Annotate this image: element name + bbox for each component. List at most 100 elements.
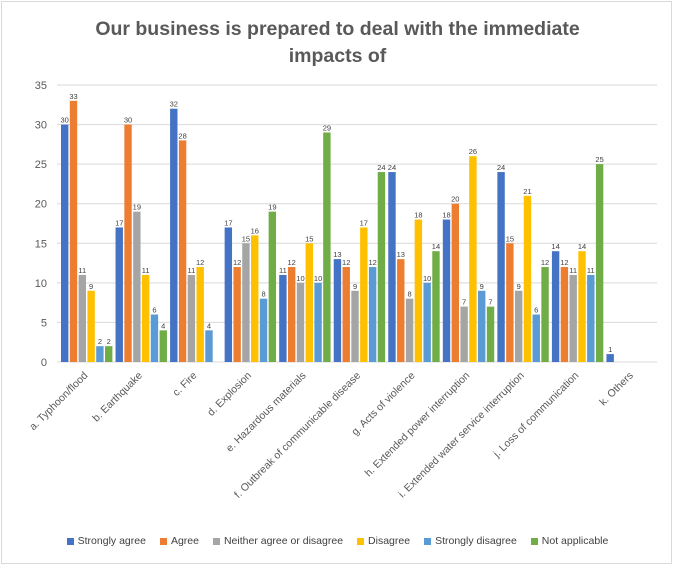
- data-label: 15: [242, 234, 250, 243]
- bar: [159, 330, 167, 362]
- bar: [414, 219, 423, 362]
- y-tick-label: 30: [35, 120, 47, 132]
- title-line-1: Our business is prepared to deal with th…: [95, 18, 580, 40]
- data-label: 13: [397, 250, 405, 259]
- data-label: 25: [595, 155, 603, 164]
- bar: [569, 274, 577, 362]
- x-tick-label: f. Outbreak of communicable disease: [232, 370, 363, 501]
- data-label: 30: [61, 116, 69, 125]
- bar: [388, 172, 396, 362]
- bar: [323, 132, 331, 362]
- data-label: 13: [333, 250, 341, 259]
- bar: [606, 354, 614, 362]
- data-label: 12: [541, 258, 549, 267]
- chart-title: Our business is prepared to deal with th…: [0, 16, 675, 70]
- bar: [251, 235, 259, 362]
- data-label: 21: [523, 187, 531, 196]
- bar: [360, 227, 368, 362]
- data-label: 17: [360, 218, 368, 227]
- bar: [460, 306, 468, 362]
- data-label: 12: [233, 258, 241, 267]
- legend-item: Strongly agree: [66, 535, 146, 547]
- legend-swatch: [424, 537, 432, 545]
- bar: [296, 282, 305, 362]
- bar: [377, 172, 386, 362]
- legend-swatch: [212, 537, 220, 545]
- legend-item: Not applicable: [530, 535, 608, 547]
- bar: [224, 227, 233, 362]
- bar: [551, 251, 560, 362]
- bar: [268, 211, 277, 362]
- bar: [187, 274, 196, 362]
- bar: [351, 290, 359, 362]
- y-tick-label: 25: [35, 159, 47, 171]
- bar: [486, 306, 495, 362]
- bar: [405, 298, 414, 362]
- data-label: 12: [560, 258, 568, 267]
- data-label: 28: [178, 131, 186, 140]
- data-label: 30: [124, 116, 132, 125]
- x-tick-label: c. Fire: [170, 370, 199, 399]
- data-label: 32: [170, 100, 178, 109]
- x-tick-label: h. Extended power interruption: [363, 370, 473, 480]
- legend-swatch: [159, 537, 167, 545]
- bar: [541, 267, 549, 362]
- bar: [469, 156, 477, 362]
- data-label: 19: [133, 203, 141, 212]
- bar: [61, 124, 69, 362]
- legend-item: Strongly disagree: [424, 535, 517, 547]
- bar: [314, 282, 322, 362]
- data-label: 10: [314, 274, 322, 283]
- bar: [87, 290, 95, 362]
- data-label: 12: [288, 258, 296, 267]
- data-label: 14: [551, 242, 559, 251]
- x-tick-label: a. Typhoon/flood: [27, 370, 90, 433]
- bar: [478, 290, 486, 362]
- bar: [532, 314, 540, 362]
- data-label: 16: [251, 226, 259, 235]
- x-tick-label: b. Earthquake: [90, 370, 145, 425]
- data-label: 10: [296, 274, 304, 283]
- data-label: 15: [506, 234, 514, 243]
- bar: [178, 140, 187, 362]
- bar: [368, 267, 377, 362]
- bar: [287, 267, 296, 362]
- bar: [423, 282, 431, 362]
- data-label: 12: [196, 258, 204, 267]
- data-label: 7: [462, 298, 466, 307]
- data-label: 8: [407, 290, 411, 299]
- data-label: 24: [377, 163, 385, 172]
- data-label: 15: [305, 234, 313, 243]
- bar: [141, 274, 150, 362]
- data-label: 7: [488, 298, 492, 307]
- bar: [514, 290, 523, 362]
- data-label: 24: [497, 163, 505, 172]
- data-label: 9: [89, 282, 93, 291]
- x-tick-label: k. Others: [597, 370, 636, 409]
- legend-label: Disagree: [368, 535, 411, 547]
- bar: [196, 267, 204, 362]
- legend-label: Strongly disagree: [435, 535, 517, 547]
- data-label: 14: [432, 242, 440, 251]
- bar: [105, 346, 113, 362]
- data-label: 33: [69, 92, 77, 101]
- legend-item: Agree: [159, 535, 199, 547]
- data-label: 24: [388, 163, 396, 172]
- bar: [451, 203, 460, 362]
- legend: Strongly agree Agree Neither agree or disa…: [0, 535, 675, 547]
- data-label: 8: [261, 290, 265, 299]
- bar: [133, 211, 141, 362]
- bar: [506, 243, 514, 362]
- data-label: 11: [279, 266, 287, 275]
- bar: [115, 227, 123, 362]
- legend-item: Neither agree or disagree: [212, 535, 343, 547]
- data-label: 2: [98, 337, 102, 346]
- bar: [124, 124, 132, 362]
- data-label: 29: [323, 123, 331, 132]
- data-label: 18: [442, 211, 450, 220]
- y-tick-label: 35: [35, 80, 47, 92]
- bar: [497, 172, 505, 362]
- y-tick-label: 15: [35, 238, 47, 250]
- data-label: 11: [142, 266, 150, 275]
